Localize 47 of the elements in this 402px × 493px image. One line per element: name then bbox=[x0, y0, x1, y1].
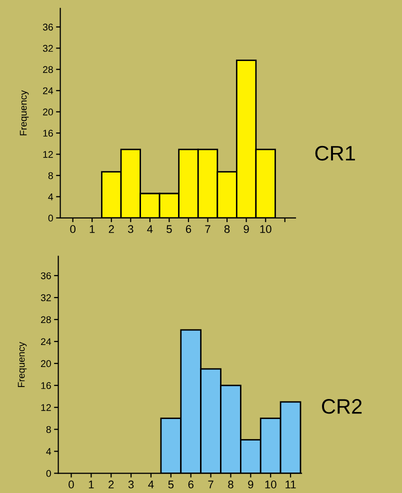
y-tick-label: 28 bbox=[43, 66, 53, 73]
x-tick-label: 2 bbox=[108, 480, 114, 488]
y-tick-label: 12 bbox=[41, 404, 51, 411]
y-tick-label: 32 bbox=[42, 44, 53, 52]
y-tick-label: 12 bbox=[43, 150, 53, 158]
x-tick-label: 4 bbox=[148, 480, 154, 488]
y-axis-title: Frequency bbox=[18, 342, 27, 387]
y-tick-label: 4 bbox=[46, 448, 52, 455]
x-tick-label: 8 bbox=[228, 480, 234, 488]
x-tick-label: 10 bbox=[260, 225, 272, 234]
x-tick-label: 9 bbox=[248, 480, 254, 488]
x-tick-label: 3 bbox=[128, 225, 134, 234]
y-tick-label: 20 bbox=[43, 108, 53, 116]
y-tick-label: 8 bbox=[46, 426, 51, 433]
x-tick-label: 10 bbox=[265, 480, 276, 488]
x-tick-label: 1 bbox=[90, 225, 95, 233]
y-tick-label: 8 bbox=[48, 172, 53, 180]
x-tick-label: 2 bbox=[108, 225, 114, 233]
y-tick-label: 16 bbox=[41, 382, 51, 390]
x-tick-label: 3 bbox=[128, 480, 134, 488]
y-tick-label: 20 bbox=[41, 360, 51, 368]
y-tick-label: 16 bbox=[43, 130, 53, 137]
x-tick-label: 6 bbox=[186, 225, 192, 234]
y-tick-label: 0 bbox=[46, 470, 51, 477]
y-tick-label: 36 bbox=[40, 272, 51, 280]
x-tick-label: 5 bbox=[168, 480, 174, 488]
y-tick-label: 28 bbox=[41, 316, 51, 324]
x-tick-label: 4 bbox=[147, 225, 153, 233]
y-tick-label: 36 bbox=[42, 24, 53, 31]
x-tick-label: 0 bbox=[68, 480, 74, 488]
y-tick-label: 24 bbox=[41, 338, 52, 346]
x-tick-label: 11 bbox=[286, 480, 296, 488]
x-tick-label: 8 bbox=[224, 225, 230, 234]
y-tick-label: 4 bbox=[48, 194, 54, 200]
x-tick-label: 6 bbox=[188, 480, 194, 488]
text: CR2 bbox=[322, 399, 362, 414]
x-tick-label: 1 bbox=[88, 480, 94, 488]
x-tick-label: 5 bbox=[166, 225, 172, 234]
y-axis-title: Frequency bbox=[20, 90, 29, 136]
y-tick-label: 32 bbox=[40, 294, 51, 302]
y-tick-label: 24 bbox=[43, 87, 54, 94]
x-tick-label: 7 bbox=[208, 480, 214, 488]
x-tick-label: 0 bbox=[70, 225, 76, 234]
text: CR1 bbox=[315, 146, 355, 161]
y-tick-label: 0 bbox=[48, 214, 53, 222]
x-tick-label: 7 bbox=[205, 225, 210, 233]
x-tick-label: 9 bbox=[244, 225, 249, 234]
